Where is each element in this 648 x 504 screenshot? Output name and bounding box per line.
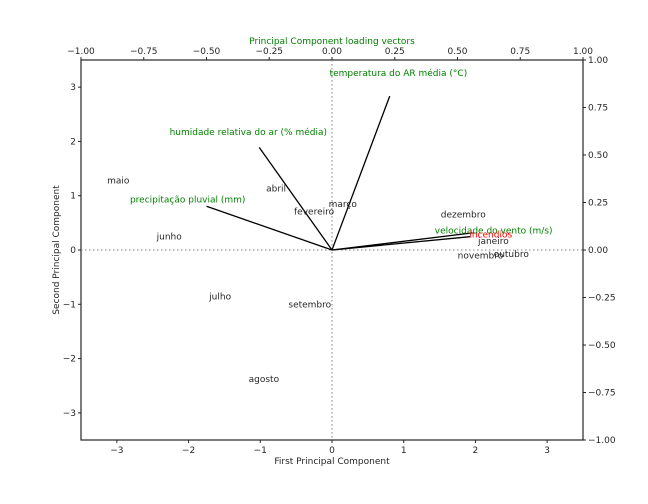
loading-vector-label: incendios	[469, 231, 512, 241]
loading-vector-label: precipitação pluvial (mm)	[130, 196, 245, 206]
top-tick-label: −1.00	[67, 47, 95, 57]
left-axis-ticks: −3 −2 −1 0 1 2 3	[63, 83, 81, 419]
y-tick-label: 2	[70, 137, 76, 147]
observation-label: janeiro	[477, 237, 509, 247]
y-tick-label: 3	[70, 83, 76, 93]
top-tick-label: −0.25	[255, 47, 283, 57]
right-tick-label: −0.50	[588, 341, 616, 351]
x-tick-label: −1	[254, 446, 267, 456]
right-tick-label: 1.00	[588, 56, 608, 66]
observation-label: junho	[156, 232, 183, 242]
right-axis-ticks: −1.00 −0.75 −0.50 −0.25 0.00 0.25 0.50 0.75 1.00	[583, 56, 616, 446]
loading-vector-label: temperatura do AR média (°C)	[330, 68, 468, 79]
observation-label: março	[329, 200, 358, 210]
loading-vector-line	[258, 147, 333, 251]
loading-vectors: temperatura do AR média (°C) humidade rel…	[130, 68, 553, 251]
observation-label: fevereiro	[294, 207, 335, 217]
x-tick-label: −3	[110, 446, 123, 456]
y-tick-label: −2	[63, 355, 76, 365]
x-tick-label: 3	[544, 446, 550, 456]
observation-label: dezembro	[441, 211, 486, 221]
loading-vector-line	[206, 205, 333, 251]
top-tick-label: 0.50	[447, 47, 467, 57]
observation-label: julho	[208, 293, 231, 303]
observation-label: abril	[266, 185, 286, 195]
x-axis-label: First Principal Component	[274, 457, 390, 467]
x-tick-label: 2	[473, 446, 479, 456]
right-tick-label: 0.00	[588, 246, 608, 256]
top-tick-label: 0.75	[510, 47, 530, 57]
loading-vector-label: humidade relativa do ar (% média)	[170, 127, 327, 138]
y-tick-label: −3	[63, 409, 76, 419]
right-tick-label: 0.25	[588, 199, 608, 209]
observation-label: maio	[107, 177, 130, 187]
x-tick-label: −2	[182, 446, 195, 456]
top-tick-label: −0.50	[193, 47, 221, 57]
loading-vector-label: velocidade do vento (m/s)	[435, 226, 553, 236]
x-tick-label: 1	[401, 446, 407, 456]
observation-label: outubro	[494, 250, 530, 260]
right-tick-label: −1.00	[588, 436, 616, 446]
observation-label: agosto	[249, 375, 280, 385]
top-tick-label: −0.75	[130, 47, 158, 57]
zero-lines	[81, 60, 583, 440]
loading-vector-line	[331, 95, 391, 251]
x-tick-label: 0	[329, 446, 335, 456]
right-tick-label: 0.50	[588, 151, 608, 161]
top-axis-label: Principal Component loading vectors	[249, 37, 415, 47]
top-axis-ticks: −1.00 −0.75 −0.50 −0.25 0.00 0.25 0.50 0.75 1.00	[67, 47, 593, 60]
observation-label: novembro	[458, 251, 504, 261]
y-tick-label: 1	[70, 192, 76, 202]
top-tick-label: 0.00	[322, 47, 342, 57]
right-tick-label: −0.25	[588, 294, 616, 304]
top-tick-label: 1.00	[573, 47, 593, 57]
loading-vector-line	[331, 236, 471, 251]
y-tick-label: −1	[63, 300, 76, 310]
bottom-axis-ticks: −3 −2 −1 0 1 2 3	[110, 440, 550, 456]
observation-label: setembro	[288, 300, 331, 310]
right-tick-label: −0.75	[588, 389, 616, 399]
right-tick-label: 0.75	[588, 104, 608, 114]
y-tick-label: 0	[70, 246, 76, 256]
top-tick-label: 0.25	[385, 47, 405, 57]
y-axis-label: Second Principal Component	[52, 185, 62, 315]
